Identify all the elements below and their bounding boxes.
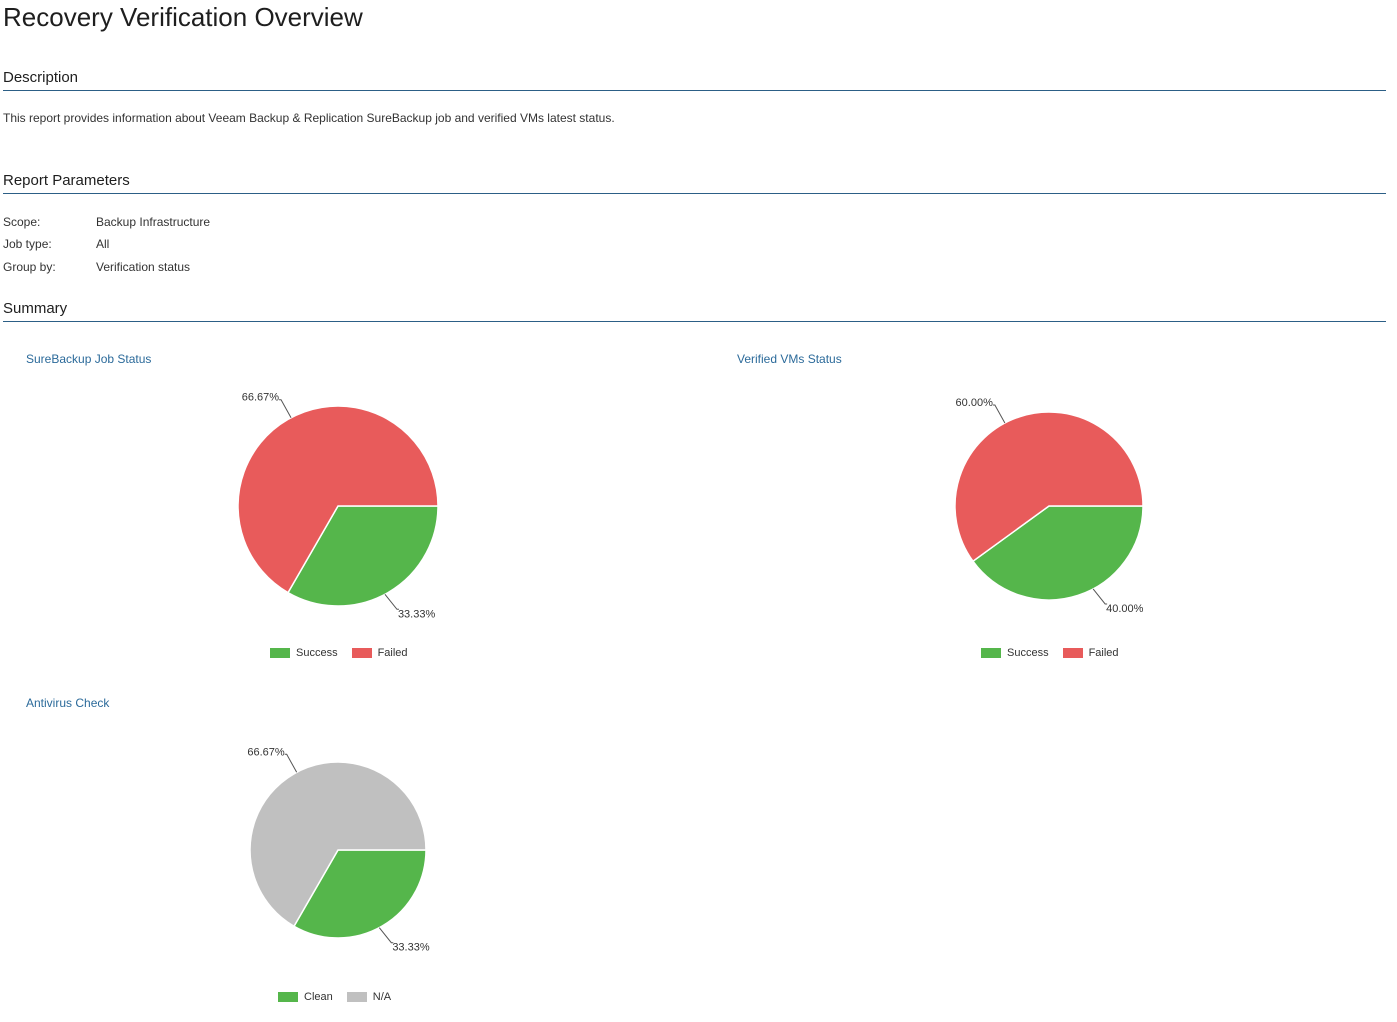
- legend-label: Failed: [1088, 647, 1119, 659]
- pie-slice-clean: [292, 849, 427, 939]
- param-row-scope: Scope: Backup Infrastructure: [3, 215, 210, 229]
- pie-leader-line: [384, 593, 399, 610]
- pie-data-label: 66.67%: [242, 392, 280, 404]
- chart-title-antivirus-check: Antivirus Check: [26, 696, 110, 710]
- legend-swatch: [346, 992, 367, 1002]
- pie-slice-failed: [237, 405, 439, 594]
- description-heading: Description: [3, 69, 1386, 91]
- legend-swatch: [351, 648, 372, 658]
- param-label: Job type:: [3, 237, 52, 251]
- pie-data-label: 66.67%: [247, 746, 285, 758]
- pie-leader-line: [279, 399, 292, 418]
- pie-data-label: 60.00%: [956, 397, 994, 409]
- pie-data-label: 40.00%: [1106, 603, 1144, 615]
- pie-slice-success: [971, 505, 1144, 601]
- legend-item-failed: Failed: [351, 647, 408, 659]
- pie-slice-failed: [954, 411, 1144, 563]
- param-row-group-by: Group by: Verification status: [3, 260, 190, 274]
- legend-surebackup-job-status: Success Failed: [270, 647, 422, 659]
- pie-leader-line: [992, 404, 1006, 424]
- legend-item-clean: Clean: [278, 991, 333, 1003]
- legend-swatch: [981, 648, 1001, 658]
- legend-swatch: [278, 992, 298, 1002]
- pie-slice-success: [286, 505, 439, 607]
- summary-heading: Summary: [3, 300, 1386, 322]
- chart-title-verified-vms-status: Verified VMs Status: [737, 352, 842, 366]
- legend-swatch: [270, 648, 290, 658]
- pie-leader-line: [284, 753, 298, 773]
- param-value: Backup Infrastructure: [96, 215, 211, 229]
- param-label: Group by:: [3, 260, 56, 274]
- pie-leader-line: [1092, 588, 1108, 605]
- legend-label: Success: [1007, 647, 1049, 659]
- legend-label: Success: [296, 647, 338, 659]
- legend-swatch: [1062, 648, 1083, 658]
- report-parameters-heading: Report Parameters: [3, 172, 1386, 194]
- legend-item-success: Success: [270, 647, 338, 659]
- param-label: Scope:: [3, 215, 41, 229]
- page-title: Recovery Verification Overview: [3, 2, 363, 32]
- description-text: This report provides information about V…: [3, 111, 615, 125]
- legend-item-na: N/A: [346, 991, 392, 1003]
- pie-leader-line: [378, 927, 394, 944]
- legend-verified-vms-status: Success Failed: [981, 647, 1133, 659]
- legend-item-success: Success: [981, 647, 1049, 659]
- legend-item-failed: Failed: [1062, 647, 1119, 659]
- pie-data-label: 33.33%: [398, 608, 436, 620]
- pie-data-label: 33.33%: [392, 942, 430, 954]
- chart-title-surebackup-job-status: SureBackup Job Status: [26, 352, 152, 366]
- param-value: Verification status: [96, 260, 191, 274]
- legend-label: N/A: [372, 991, 392, 1003]
- param-row-job-type: Job type: All: [3, 237, 109, 251]
- legend-label: Failed: [377, 647, 408, 659]
- legend-label: Clean: [304, 991, 333, 1003]
- param-value: All: [96, 237, 110, 251]
- legend-antivirus-check: Clean N/A: [278, 991, 405, 1003]
- pie-slice-n-a: [249, 761, 427, 928]
